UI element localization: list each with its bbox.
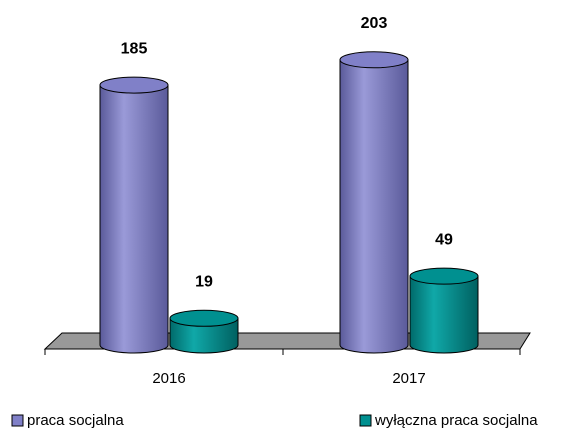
- x-tick-label: 2016: [152, 370, 185, 387]
- legend-swatch: [11, 414, 24, 427]
- cylinder-top: [169, 309, 239, 327]
- legend-label: wyłączna praca socjalna: [374, 412, 538, 429]
- cylinder-top: [409, 267, 479, 285]
- value-label: 185: [121, 40, 148, 57]
- legend-label: praca socjalna: [27, 412, 124, 429]
- cylinder-top: [99, 76, 169, 94]
- cylinder-top: [339, 51, 409, 69]
- cylinder-body: [409, 275, 479, 354]
- cylinder-body: [99, 84, 169, 354]
- value-label: 203: [361, 15, 388, 32]
- cylinder-body: [169, 317, 239, 354]
- x-tick-label: 2017: [392, 370, 425, 387]
- value-label: 49: [435, 231, 453, 248]
- cylinder-body: [339, 59, 409, 354]
- legend-swatch: [359, 414, 372, 427]
- value-label: 19: [195, 274, 213, 291]
